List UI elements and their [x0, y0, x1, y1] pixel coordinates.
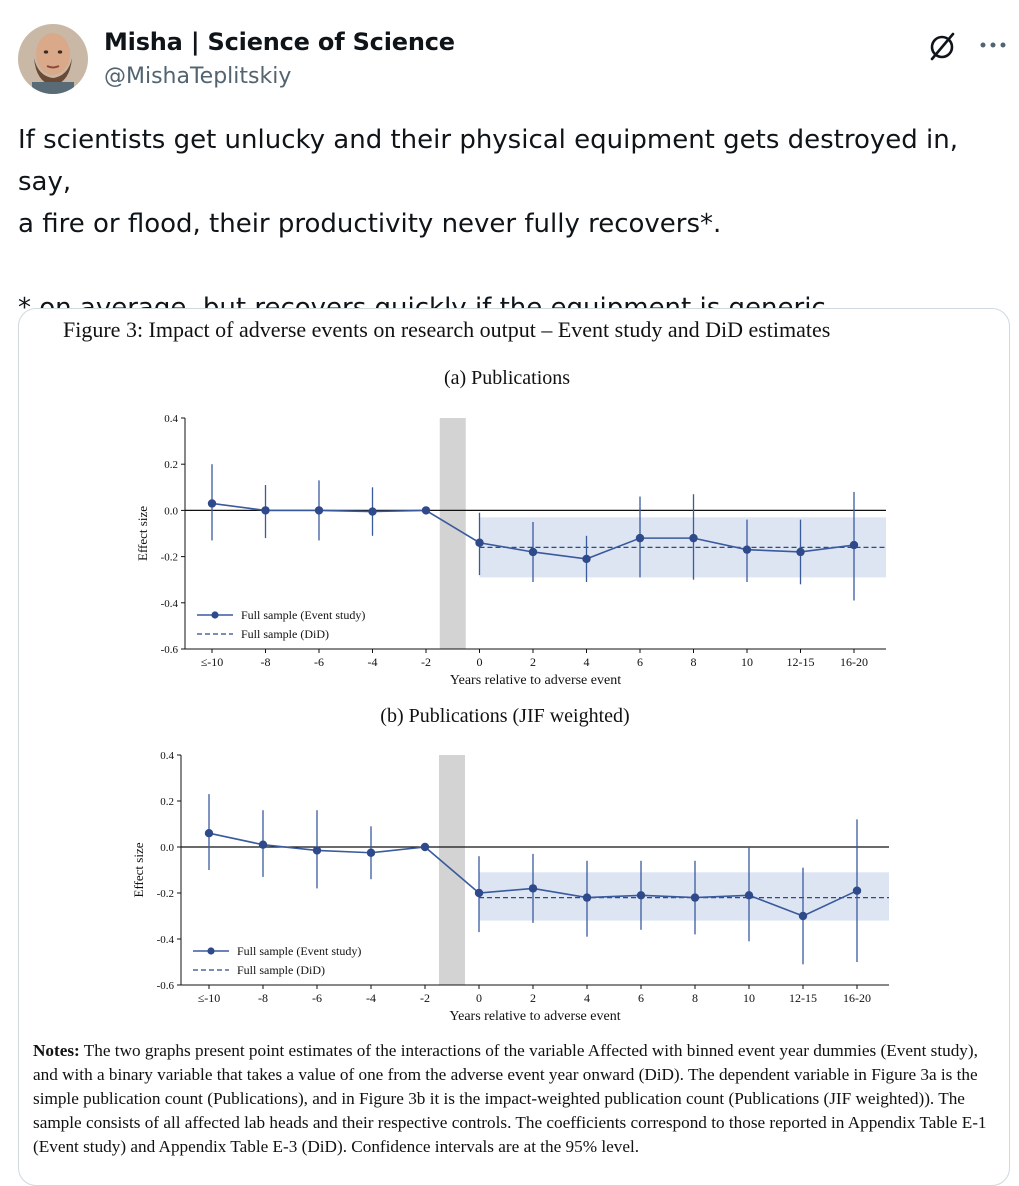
legend-marker: [207, 947, 215, 955]
x-tick-label: -2: [421, 655, 431, 669]
grok-icon[interactable]: [926, 30, 958, 62]
y-tick-label: 0.0: [160, 842, 174, 854]
data-point: [312, 846, 322, 855]
data-point: [689, 533, 698, 543]
y-tick-label: -0.6: [161, 644, 179, 656]
data-point: [420, 842, 430, 852]
x-tick-label: 2: [530, 991, 536, 1005]
legend-marker: [211, 611, 219, 619]
x-tick-label: 4: [584, 991, 590, 1005]
data-point: [849, 540, 859, 550]
data-point: [368, 507, 377, 516]
y-tick-label: 0.2: [164, 459, 178, 471]
data-point: [582, 893, 592, 902]
x-tick-label: 12-15: [787, 655, 815, 669]
y-axis-label: Effect size: [131, 842, 146, 897]
data-point: [636, 891, 646, 900]
data-point: [475, 538, 484, 547]
x-tick-label: 2: [530, 655, 536, 669]
x-axis-label: Years relative to adverse event: [449, 1009, 620, 1024]
chart-publications: 0.4 0.2 0.0 -0.2 -0.4 -0.6 Effect size ≤-10 -8 -6…: [135, 413, 886, 688]
data-point: [798, 911, 808, 921]
x-tick-label: -6: [312, 991, 322, 1005]
x-tick-label: 10: [743, 991, 755, 1005]
data-point: [258, 840, 268, 849]
avatar[interactable]: [18, 24, 88, 94]
event-year-shading: [439, 418, 466, 649]
y-tick-label: 0.0: [164, 505, 178, 517]
more-dots-icon[interactable]: [978, 30, 1008, 60]
data-point: [528, 547, 538, 557]
notes-label: Notes:: [33, 1041, 80, 1060]
legend-label-did: Full sample (DiD): [237, 963, 325, 977]
x-tick-label: 0: [476, 991, 482, 1005]
x-tick-label: ≤-10: [201, 655, 224, 669]
data-point: [261, 506, 270, 515]
x-tick-label: 4: [584, 655, 590, 669]
y-tick-label: -0.4: [157, 934, 175, 946]
x-tick-label: 16-20: [840, 655, 868, 669]
figure-title: Figure 3: Impact of adverse events on re…: [63, 317, 831, 342]
y-tick-label: -0.2: [157, 888, 174, 900]
x-tick-label: ≤-10: [198, 991, 221, 1005]
data-point: [852, 886, 862, 895]
tweet-text: If scientists get unlucky and their phys…: [18, 119, 1008, 329]
panel-b-title: (b) Publications (JIF weighted): [380, 705, 630, 727]
author-name[interactable]: Misha | Science of Science: [104, 28, 455, 56]
data-point: [207, 499, 217, 508]
x-tick-label: 0: [477, 655, 483, 669]
data-point: [314, 506, 324, 515]
x-tick-label: -4: [366, 991, 376, 1005]
x-tick-label: -8: [261, 655, 271, 669]
data-point: [421, 506, 431, 515]
y-tick-label: 0.2: [160, 796, 174, 808]
panel-a-title: (a) Publications: [443, 367, 571, 389]
data-point: [690, 893, 700, 902]
x-axis-label: Years relative to adverse event: [450, 673, 621, 688]
y-tick-label: 0.4: [160, 750, 174, 762]
y-axis-label: Effect size: [135, 506, 150, 561]
data-point: [796, 547, 805, 557]
x-tick-label: -8: [258, 991, 268, 1005]
data-point: [528, 884, 538, 893]
legend-label-event-study: Full sample (Event study): [237, 944, 361, 958]
tweet-media-figure[interactable]: Figure 3: Impact of adverse events on re…: [18, 308, 1010, 1186]
x-tick-label: -2: [420, 991, 430, 1005]
x-tick-label: 8: [691, 655, 697, 669]
tweet-line-2: a fire or flood, their productivity neve…: [18, 209, 722, 239]
data-point: [204, 829, 214, 838]
y-tick-label: -0.2: [161, 552, 178, 564]
data-point: [474, 888, 484, 898]
data-point: [582, 554, 591, 564]
data-point: [635, 533, 645, 543]
x-tick-label: 12-15: [789, 991, 817, 1005]
x-tick-label: -6: [314, 655, 324, 669]
legend-label-event-study: Full sample (Event study): [241, 608, 365, 622]
y-tick-label: 0.4: [164, 413, 178, 425]
x-tick-label: -4: [368, 655, 378, 669]
tweet-line-1: If scientists get unlucky and their phys…: [18, 125, 959, 197]
author-handle[interactable]: @MishaTeplitskiy: [104, 64, 292, 89]
data-point: [742, 545, 752, 554]
x-tick-label: 10: [741, 655, 753, 669]
data-point: [744, 891, 754, 900]
data-point: [366, 848, 376, 857]
x-tick-label: 6: [637, 655, 643, 669]
x-tick-label: 8: [692, 991, 698, 1005]
x-tick-label: 6: [638, 991, 644, 1005]
tweet-header: Misha | Science of Science @MishaTeplits…: [18, 18, 1008, 98]
chart-publications-jif: 0.4 0.2 0.0 -0.2 -0.4 -0.6 Effect size ≤-10 -8 -6…: [131, 750, 889, 1024]
y-tick-label: -0.6: [157, 980, 175, 992]
x-tick-label: 16-20: [843, 991, 871, 1005]
legend-label-did: Full sample (DiD): [241, 627, 329, 641]
y-tick-label: -0.4: [161, 598, 179, 610]
notes-text: The two graphs present point estimates o…: [33, 1041, 987, 1156]
figure-notes: Notes: The two graphs present point esti…: [33, 1039, 995, 1159]
